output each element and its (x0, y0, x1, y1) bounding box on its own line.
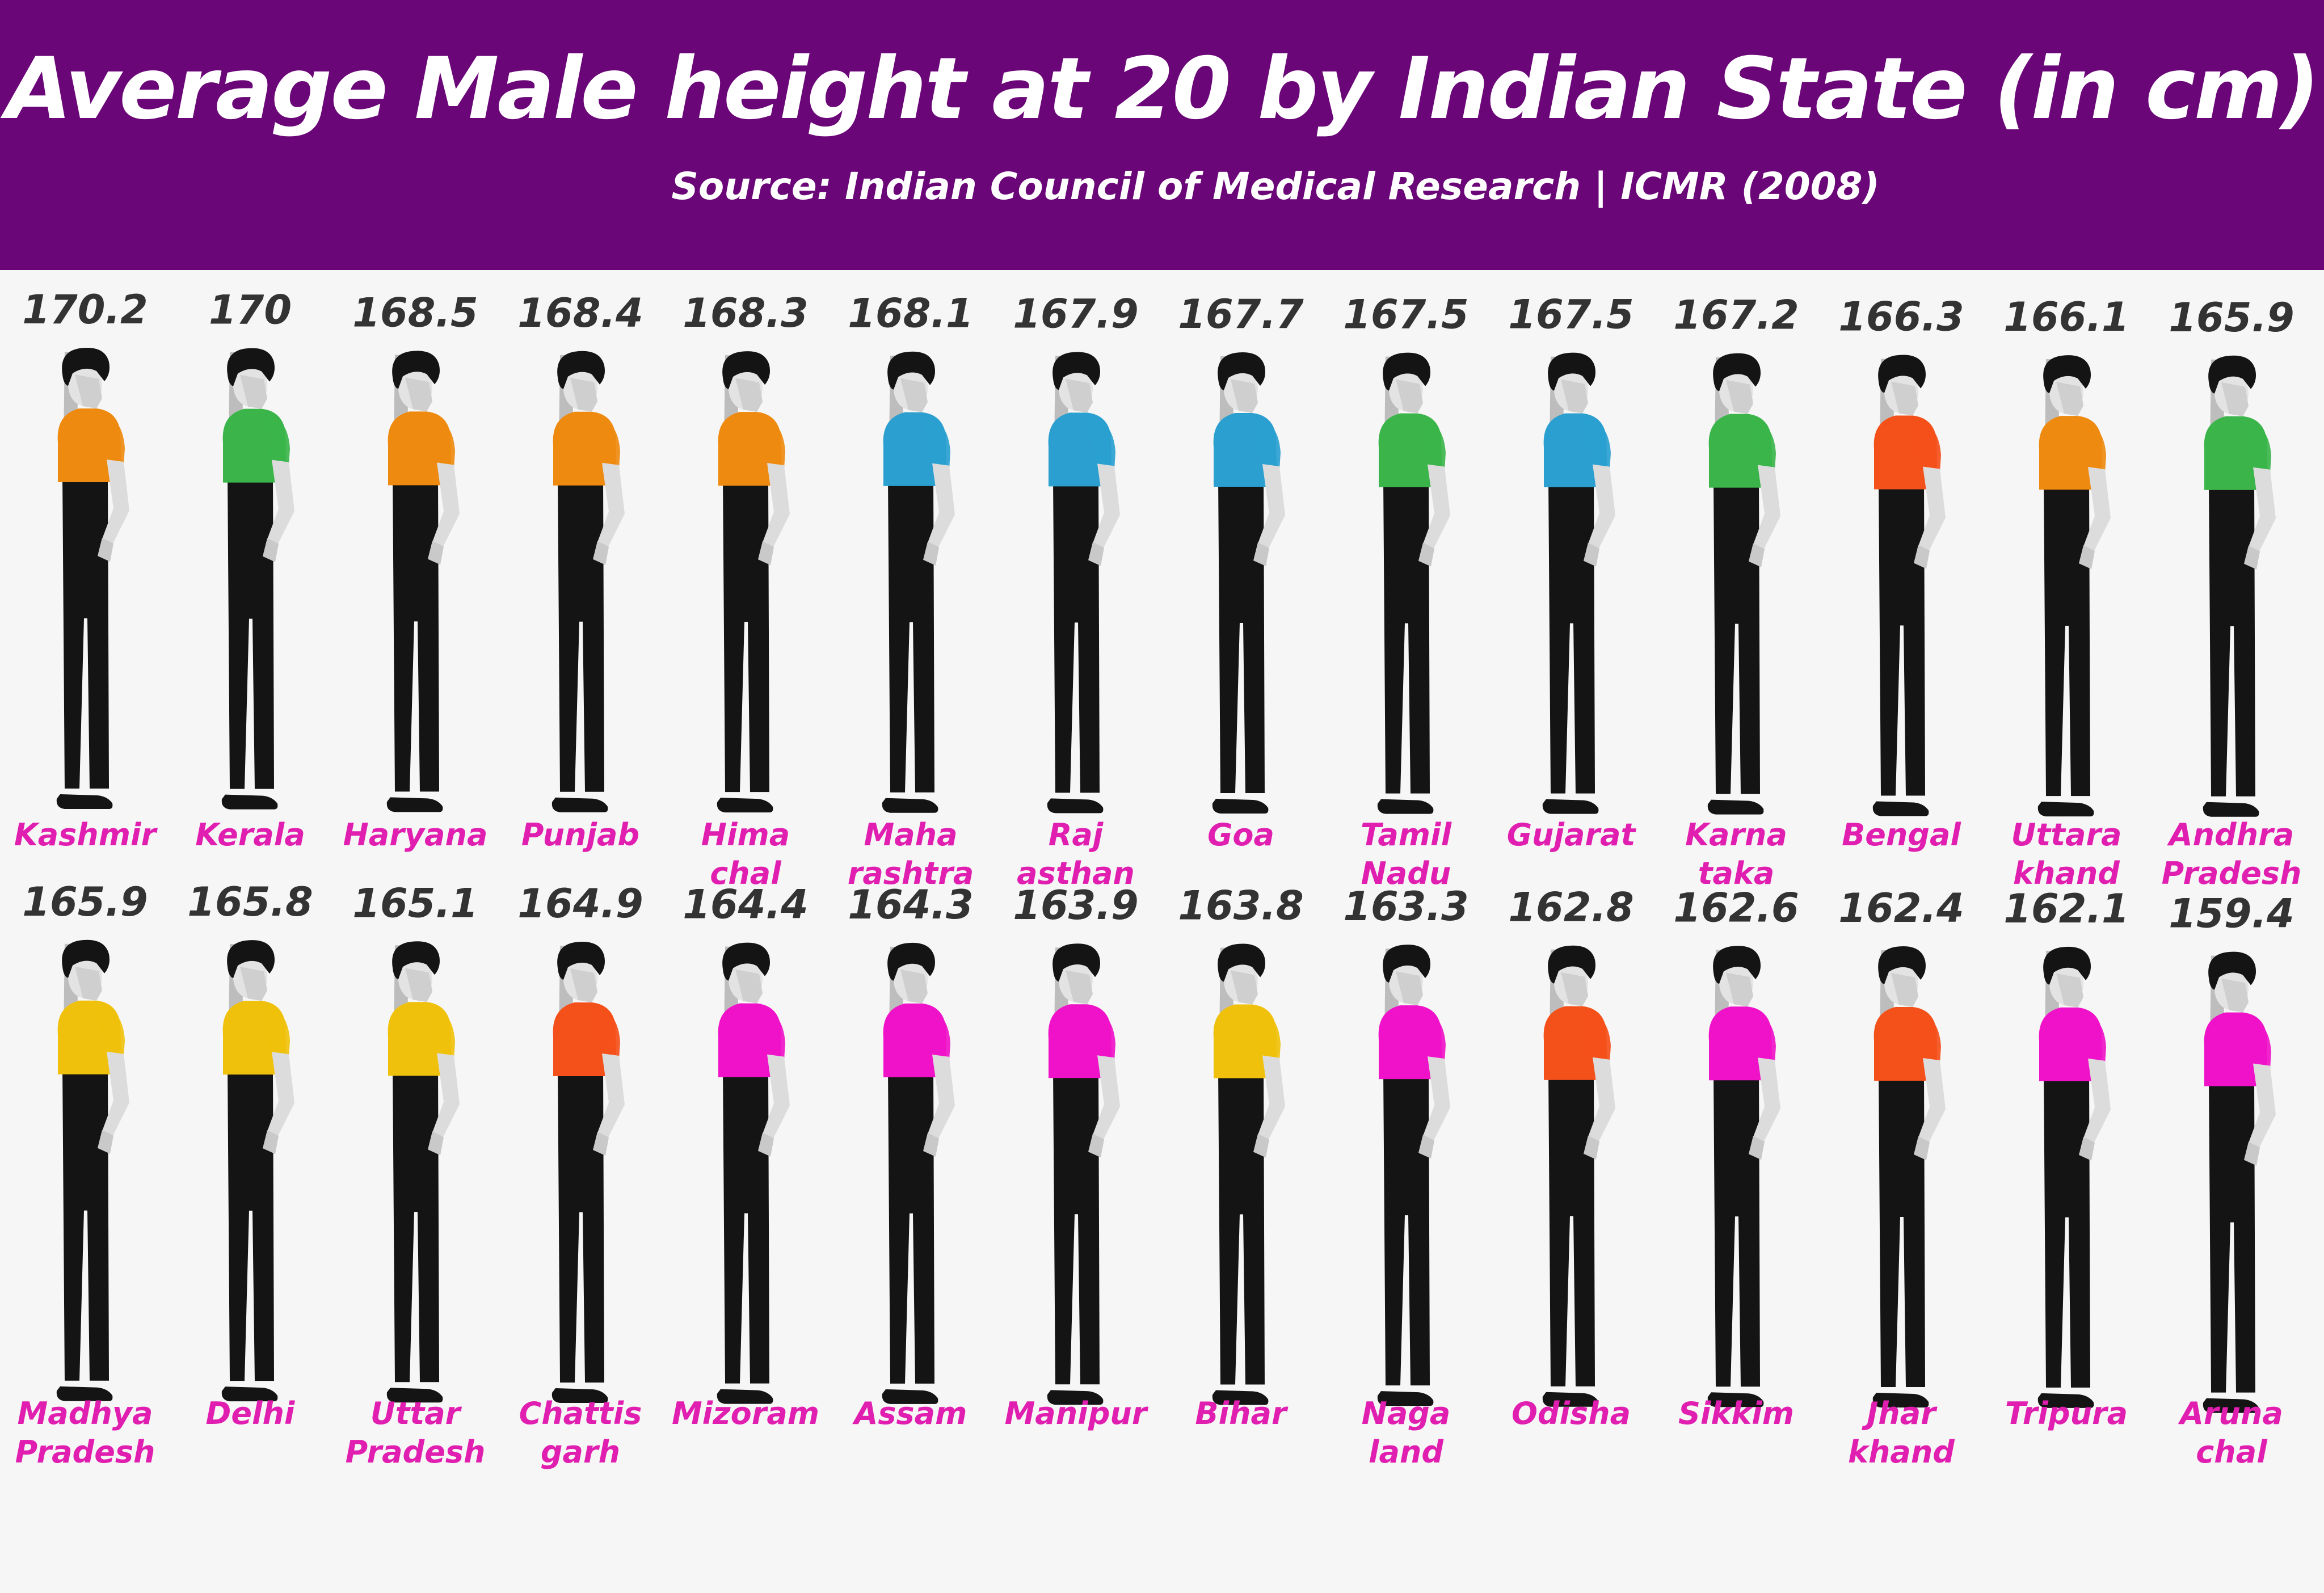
state-figure-assam: 164.3 (848, 882, 974, 1404)
value-label: 164.9 (517, 880, 643, 927)
state-label: Odisha (1512, 1396, 1631, 1431)
state-figure-bihar: 163.8 (1178, 883, 1304, 1405)
state-figure-jharkhand: 162.4 (1838, 885, 1964, 1407)
value-label: 164.4 (683, 882, 808, 928)
value-label: 162.6 (1673, 884, 1799, 931)
state-label: Delhi (206, 1396, 296, 1431)
state-label: Uttar Pradesh (346, 1396, 486, 1470)
state-figure-tripura: 162.1 (2003, 886, 2129, 1408)
value-label: 166.1 (2003, 294, 2129, 340)
state-figure-rajasthan: 167.9 (1013, 290, 1139, 814)
state-label: Hima chal (701, 817, 790, 891)
state-figure-kerala: 170 (209, 287, 294, 810)
value-label: 165.9 (2169, 294, 2294, 341)
state-figure-chattisgarh: 164.9 (517, 880, 643, 1403)
state-figure-gujarat: 167.5 (1508, 292, 1634, 814)
state-label: Sikkim (1678, 1396, 1794, 1431)
state-figure-manipur: 163.9 (1013, 882, 1139, 1405)
value-label: 167.7 (1178, 291, 1304, 338)
state-label: Chattis garh (519, 1396, 642, 1470)
state-figure-madhya-pradesh: 165.9 (22, 879, 148, 1401)
value-label: 162.8 (1508, 884, 1633, 931)
state-label: Jhar khand (1848, 1396, 1955, 1470)
value-label: 164.3 (848, 882, 973, 928)
state-figure-uttarakhand: 166.1 (2003, 294, 2129, 817)
state-figure-karnataka: 167.2 (1673, 292, 1799, 815)
state-label: Naga land (1362, 1396, 1451, 1470)
state-label: Tripura (2005, 1396, 2128, 1431)
state-label: Karna taka (1685, 817, 1787, 891)
state-figure-kashmir: 170.2 (22, 286, 148, 809)
state-figure-mizoram: 164.4 (683, 882, 809, 1404)
state-figure-andhra-pradesh: 165.9 (2169, 294, 2294, 817)
state-label: Haryana (343, 817, 488, 853)
state-figure-arunachal: 159.4 (2169, 891, 2294, 1413)
value-label: 168.1 (848, 290, 973, 337)
state-label: Assam (852, 1396, 967, 1431)
state-figure-maharashtra: 168.1 (848, 290, 974, 813)
value-label: 168.3 (683, 290, 808, 336)
value-label: 168.5 (352, 289, 478, 336)
state-figure-sikkim: 162.6 (1673, 884, 1799, 1407)
state-label: Bihar (1195, 1396, 1289, 1431)
state-figure-tamil-nadu: 167.5 (1343, 292, 1469, 814)
value-label: 163.9 (1013, 882, 1138, 929)
value-label: 167.2 (1673, 292, 1799, 339)
value-label: 166.3 (1838, 294, 1964, 340)
state-label: Tamil Nadu (1361, 817, 1452, 891)
state-figure-haryana: 168.5 (352, 289, 478, 812)
value-label: 167.5 (1343, 292, 1468, 338)
state-figure-delhi: 165.8 (187, 879, 313, 1402)
state-label: Manipur (1005, 1396, 1149, 1431)
value-label: 165.9 (22, 879, 148, 925)
state-label: Gujarat (1507, 817, 1637, 853)
state-label: Maha rashtra (848, 817, 974, 891)
state-figure-uttar-pradesh: 165.1 (352, 880, 478, 1403)
header-banner: Average Male height at 20 by Indian Stat… (0, 0, 2324, 270)
state-label: Aruna chal (2178, 1396, 2283, 1470)
value-label: 165.8 (187, 879, 313, 925)
state-label: Bengal (1842, 817, 1961, 853)
value-label: 159.4 (2169, 891, 2294, 937)
state-figure-bengal: 166.3 (1838, 294, 1964, 816)
chart-source: Source: Indian Council of Medical Resear… (671, 165, 1880, 208)
state-label: Madhya Pradesh (15, 1396, 155, 1470)
state-label: Goa (1207, 817, 1274, 853)
state-figure-punjab: 168.4 (517, 290, 643, 812)
value-label: 170.2 (22, 286, 148, 333)
value-label: 165.1 (352, 880, 478, 926)
chart-title: Average Male height at 20 by Indian Stat… (6, 40, 2319, 138)
value-label: 167.9 (1013, 290, 1138, 337)
value-label: 167.5 (1508, 292, 1633, 338)
value-label: 170 (209, 287, 292, 334)
state-figure-odisha: 162.8 (1508, 884, 1634, 1407)
state-label: Uttara khand (2011, 817, 2122, 891)
state-figure-nagaland: 163.3 (1343, 883, 1469, 1406)
state-label: Kerala (195, 817, 305, 853)
value-label: 163.8 (1178, 883, 1303, 929)
value-label: 162.4 (1838, 885, 1964, 932)
state-label: Mizoram (672, 1396, 819, 1431)
value-label: 162.1 (2003, 886, 2129, 932)
state-label: Kashmir (14, 817, 158, 853)
state-figure-himachal: 168.3 (683, 290, 809, 813)
value-label: 163.3 (1343, 883, 1468, 930)
state-figure-goa: 167.7 (1178, 291, 1304, 814)
value-label: 168.4 (517, 290, 643, 336)
state-label: Andhra Pradesh (2162, 817, 2302, 891)
state-label: Punjab (521, 817, 639, 853)
state-label: Raj asthan (1017, 817, 1135, 891)
